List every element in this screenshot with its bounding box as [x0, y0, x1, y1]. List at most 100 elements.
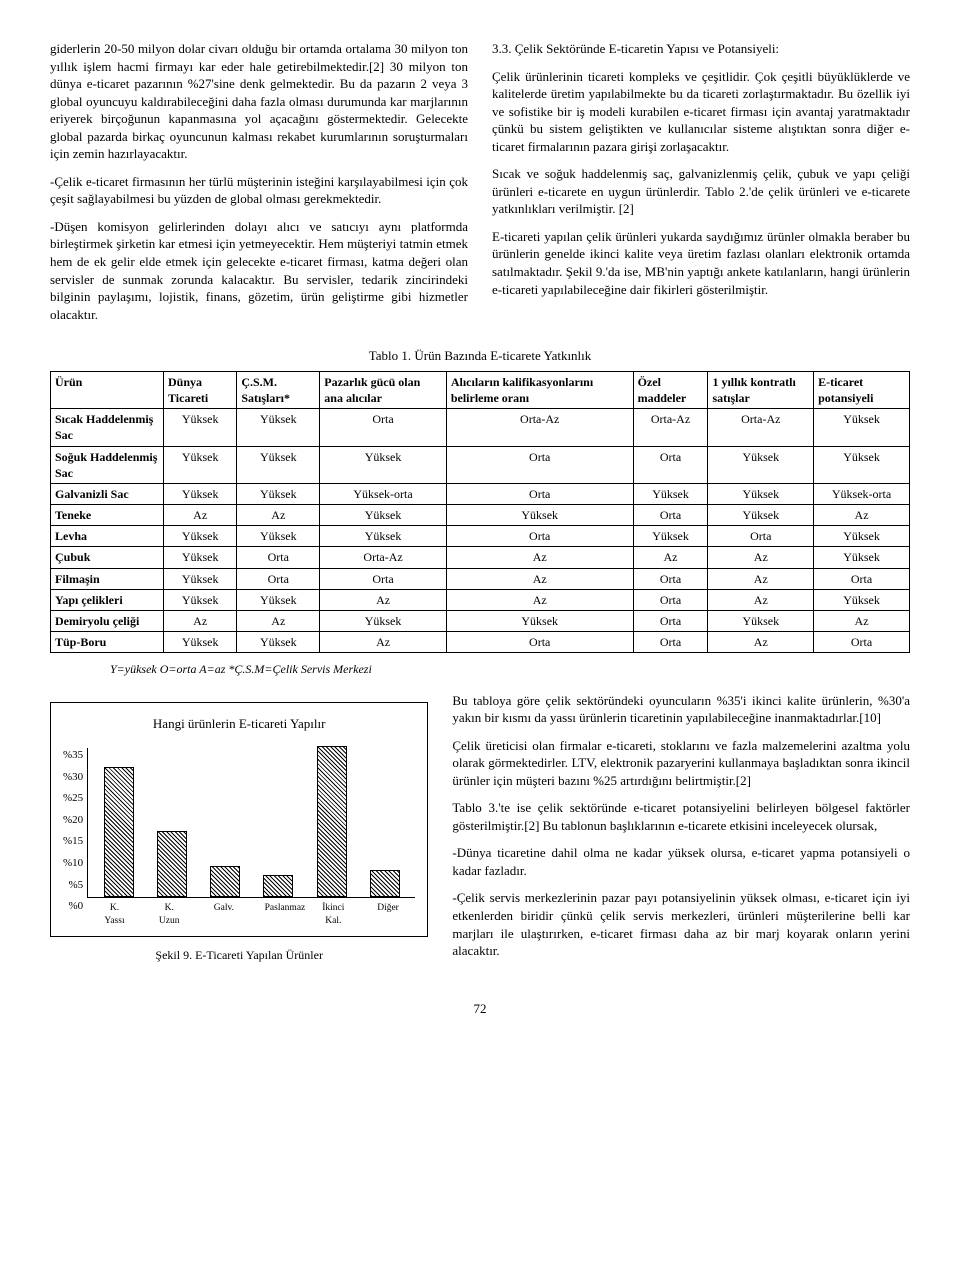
table-cell: Orta	[633, 505, 708, 526]
table-row: ÇubukYüksekOrtaOrta-AzAzAzAzYüksek	[51, 547, 910, 568]
x-label: İkinci Kal.	[319, 902, 347, 928]
x-label: K. Yassı	[101, 902, 129, 928]
y-axis: %35%30%25%20%15%10%5%0	[63, 748, 87, 928]
y-tick: %30	[63, 770, 83, 785]
table-cell: Orta	[446, 526, 633, 547]
th-5: Özel maddeler	[633, 371, 708, 408]
table-cell: Orta	[814, 568, 910, 589]
top-columns: giderlerin 20-50 milyon dolar civarı old…	[50, 40, 910, 333]
table-row: Tüp-BoruYüksekYüksekAzOrtaOrtaAzOrta	[51, 632, 910, 653]
right-column: 3.3. Çelik Sektöründe E-ticaretin Yapısı…	[492, 40, 910, 333]
table-cell: Sıcak Haddelenmiş Sac	[51, 409, 164, 446]
table-cell: Yüksek	[164, 632, 237, 653]
table-cell: Orta	[633, 589, 708, 610]
table-cell: Teneke	[51, 505, 164, 526]
table-cell: Az	[633, 547, 708, 568]
left-p1: giderlerin 20-50 milyon dolar civarı old…	[50, 40, 468, 163]
y-tick: %5	[69, 878, 84, 893]
page-number: 72	[50, 1000, 910, 1018]
table-cell: Az	[708, 632, 814, 653]
th-6: 1 yıllık kontratlı satışlar	[708, 371, 814, 408]
table-cell: Az	[237, 505, 320, 526]
product-table: Ürün Dünya Ticareti Ç.S.M. Satışları* Pa…	[50, 371, 910, 654]
table-cell: Tüp-Boru	[51, 632, 164, 653]
lr-p4: -Dünya ticaretine dahil olma ne kadar yü…	[452, 844, 910, 879]
table-cell: Orta	[446, 483, 633, 504]
table-cell: Yüksek	[164, 589, 237, 610]
x-axis-labels: K. Yassı K. Uzun Galv. Paslanmaz İkinci Kal.…	[87, 898, 415, 928]
table-cell: Az	[708, 568, 814, 589]
section-title: 3.3. Çelik Sektöründe E-ticaretin Yapısı…	[492, 40, 910, 58]
table-cell: Yüksek	[814, 409, 910, 446]
table-cell: Az	[814, 505, 910, 526]
table-cell: Orta	[633, 632, 708, 653]
chart-bar	[263, 875, 293, 898]
table-cell: Az	[320, 632, 447, 653]
table-cell: Yüksek	[237, 589, 320, 610]
table-cell: Yüksek-orta	[814, 483, 910, 504]
left-p3: -Düşen komisyon gelirlerinden dolayı alı…	[50, 218, 468, 323]
table-cell: Az	[708, 589, 814, 610]
table-cell: Yüksek	[708, 446, 814, 483]
table-row: Demiryolu çeliğiAzAzYüksekYüksekOrtaYüks…	[51, 611, 910, 632]
table-cell: Yüksek	[320, 526, 447, 547]
table-cell: Orta	[633, 446, 708, 483]
lower-section: Hangi ürünlerin E-ticareti Yapılır %35%3…	[50, 692, 910, 970]
table-cell: Orta-Az	[708, 409, 814, 446]
chart-bar	[370, 870, 400, 897]
table-cell: Yüksek	[633, 483, 708, 504]
th-0: Ürün	[51, 371, 164, 408]
plot-wrap: K. Yassı K. Uzun Galv. Paslanmaz İkinci Kal.…	[87, 748, 415, 928]
table-cell: Az	[164, 611, 237, 632]
table-cell: Yüksek	[237, 632, 320, 653]
x-label: Galv.	[210, 902, 238, 928]
y-tick: %15	[63, 834, 83, 849]
left-p2: -Çelik e-ticaret firmasının her türlü mü…	[50, 173, 468, 208]
table-cell: Orta	[633, 611, 708, 632]
chart-bar	[317, 746, 347, 897]
table-cell: Orta-Az	[446, 409, 633, 446]
table-cell: Az	[708, 547, 814, 568]
lower-right-text: Bu tabloya göre çelik sektöründeki oyunc…	[452, 692, 910, 970]
table-legend: Y=yüksek O=orta A=az *Ç.S.M=Çelik Servis…	[50, 659, 910, 691]
table-cell: Az	[814, 611, 910, 632]
table-row: Soğuk Haddelenmiş SacYüksekYüksekYüksekO…	[51, 446, 910, 483]
table-cell: Yüksek	[320, 446, 447, 483]
table-cell: Galvanizli Sac	[51, 483, 164, 504]
table-cell: Yüksek-orta	[320, 483, 447, 504]
x-label: Diğer	[374, 902, 402, 928]
table-row: TenekeAzAzYüksekYüksekOrtaYüksekAz	[51, 505, 910, 526]
table-cell: Orta-Az	[320, 547, 447, 568]
th-4: Alıcıların kalifikasyonlarını belirleme …	[446, 371, 633, 408]
plot	[87, 748, 415, 898]
table-cell: Yüksek	[814, 589, 910, 610]
chart-area: %35%30%25%20%15%10%5%0 K. YassıK. UzunGa…	[63, 748, 415, 928]
table-cell: Orta	[814, 632, 910, 653]
table-cell: Filmaşin	[51, 568, 164, 589]
table-cell: Yüksek	[708, 611, 814, 632]
table-cell: Yüksek	[164, 409, 237, 446]
table-row: Yapı çelikleriYüksekYüksekAzAzOrtaAzYüks…	[51, 589, 910, 610]
table-cell: Yüksek	[814, 446, 910, 483]
table-cell: Orta	[708, 526, 814, 547]
table-cell: Orta-Az	[633, 409, 708, 446]
table-cell: Levha	[51, 526, 164, 547]
table-cell: Yüksek	[320, 611, 447, 632]
right-p2: Sıcak ve soğuk haddelenmiş saç, galvaniz…	[492, 165, 910, 218]
table-cell: Yüksek	[633, 526, 708, 547]
th-2: Ç.S.M. Satışları*	[237, 371, 320, 408]
chart-bar	[104, 767, 134, 897]
y-tick: %35	[63, 748, 83, 763]
th-3: Pazarlık gücü olan ana alıcılar	[320, 371, 447, 408]
table-cell: Yüksek	[446, 611, 633, 632]
table-cell: Az	[446, 589, 633, 610]
x-label: K. Uzun	[155, 902, 183, 928]
table-cell: Az	[164, 505, 237, 526]
table-row: LevhaYüksekYüksekYüksekOrtaYüksekOrtaYük…	[51, 526, 910, 547]
x-label: Paslanmaz	[265, 902, 293, 928]
table-cell: Yüksek	[164, 568, 237, 589]
table-cell: Orta	[633, 568, 708, 589]
table-cell: Yüksek	[164, 547, 237, 568]
table-cell: Çubuk	[51, 547, 164, 568]
table-cell: Yüksek	[237, 409, 320, 446]
